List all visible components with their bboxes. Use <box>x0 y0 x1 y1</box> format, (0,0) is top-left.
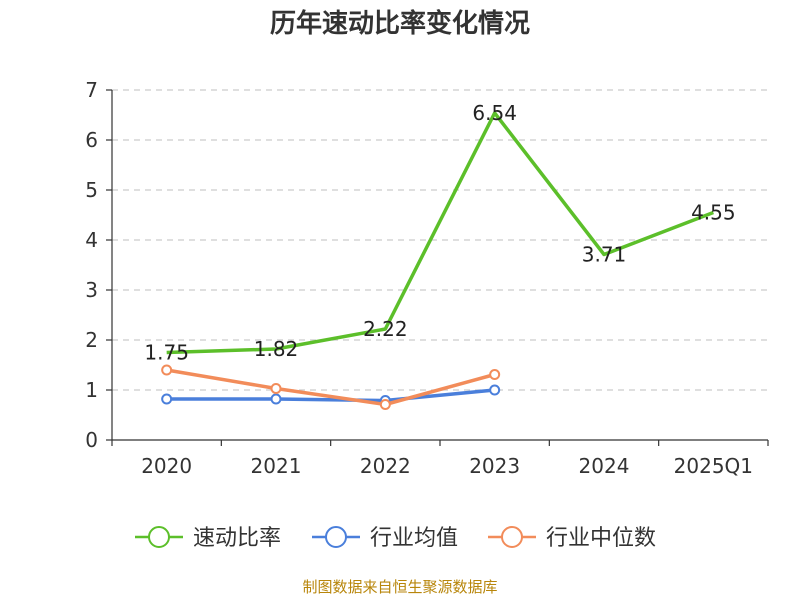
data-label: 6.54 <box>472 101 517 125</box>
series-point <box>489 369 501 380</box>
series-line <box>166 368 496 407</box>
x-tick-label: 2020 <box>141 454 192 478</box>
legend-marker <box>148 526 170 548</box>
x-tick-label: 2023 <box>469 454 520 478</box>
data-label: 4.55 <box>691 201 736 225</box>
series-point <box>161 393 173 405</box>
series-line <box>166 111 714 355</box>
y-tick-label: 2 <box>85 328 98 352</box>
legend-marker <box>325 526 347 548</box>
series-point <box>270 393 282 405</box>
series-point <box>489 384 501 396</box>
y-tick-label: 3 <box>85 278 98 302</box>
y-tick-label: 6 <box>85 128 98 152</box>
y-tick-label: 5 <box>85 178 98 202</box>
x-tick-label: 2021 <box>251 454 302 478</box>
legend-label: 速动比率 <box>193 526 281 551</box>
y-tick-label: 4 <box>85 228 98 252</box>
chart-data-labels: 1.75 1.82 2.22 6.54 3.71 4.55 <box>144 101 735 365</box>
series-point <box>379 399 391 410</box>
data-label: 1.75 <box>144 341 189 365</box>
source-note: 制图数据来自恒生聚源数据库 <box>302 578 497 596</box>
chart-series <box>161 111 714 410</box>
series-point <box>161 364 173 376</box>
chart-legend: 速动比率 行业均值 行业中位数 <box>135 526 656 551</box>
legend-label: 行业均值 <box>370 526 458 551</box>
chart-axes: 0 1 2 3 4 5 6 7 2020 2021 2022 2023 2024 2025Q1 <box>85 78 769 478</box>
chart-title: 历年速动比率变化情况 <box>270 8 530 39</box>
series-point <box>270 383 282 394</box>
legend-label: 行业中位数 <box>546 526 656 551</box>
x-tick-label: 2024 <box>579 454 630 478</box>
legend-marker <box>501 526 523 548</box>
series-line <box>166 388 495 403</box>
x-tick-label: 2025Q1 <box>674 454 753 478</box>
y-tick-label: 1 <box>85 378 98 402</box>
chart-grid <box>112 89 768 391</box>
y-tick-label: 0 <box>85 428 98 452</box>
data-label: 3.71 <box>582 243 627 267</box>
x-tick-label: 2022 <box>360 454 411 478</box>
data-label: 2.22 <box>363 317 408 341</box>
y-tick-label: 7 <box>85 78 98 102</box>
data-label: 1.82 <box>254 337 299 361</box>
